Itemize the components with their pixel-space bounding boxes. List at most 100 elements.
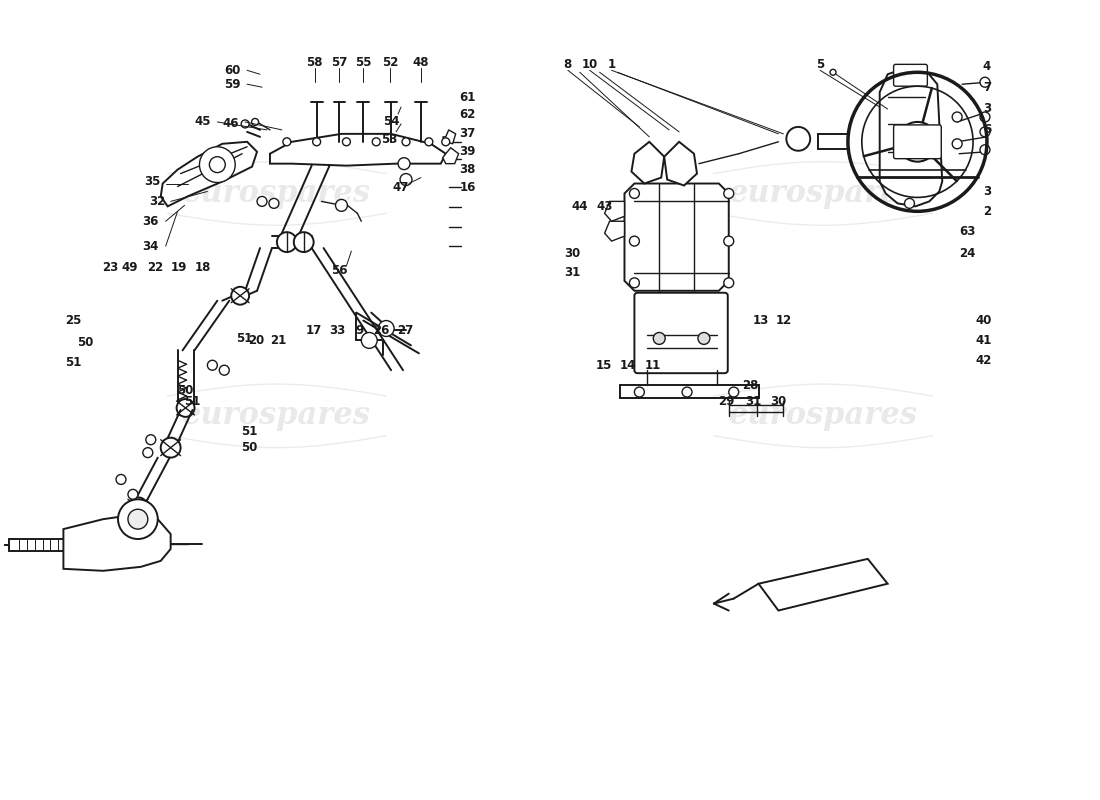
Circle shape [241,120,249,128]
Text: 34: 34 [143,239,160,253]
Circle shape [312,138,320,146]
Circle shape [199,146,235,182]
Circle shape [635,387,645,397]
Circle shape [629,236,639,246]
Polygon shape [442,148,459,164]
Text: eurospares: eurospares [183,400,372,431]
Text: 43: 43 [596,200,613,213]
Text: 50: 50 [177,383,194,397]
Circle shape [728,387,739,397]
Text: 51: 51 [185,395,200,409]
Text: 4: 4 [982,60,991,73]
Circle shape [398,158,410,170]
Circle shape [336,199,348,211]
Circle shape [161,438,180,458]
Polygon shape [605,202,625,222]
Text: 29: 29 [718,395,735,409]
Text: 28: 28 [742,378,759,392]
Circle shape [118,499,157,539]
Text: 2: 2 [983,205,991,218]
Circle shape [252,118,258,126]
Circle shape [980,127,990,137]
Circle shape [128,490,138,499]
Polygon shape [625,183,728,290]
Text: 20: 20 [248,334,264,347]
Text: 63: 63 [959,225,976,238]
Circle shape [898,122,937,162]
Text: 48: 48 [412,56,429,69]
Circle shape [953,139,962,149]
Text: 58: 58 [307,56,323,69]
Text: 15: 15 [595,358,612,372]
Text: 25: 25 [65,314,81,327]
Text: 53: 53 [381,134,397,146]
Circle shape [294,232,313,252]
Text: 38: 38 [460,163,476,176]
Text: 19: 19 [170,262,187,274]
Text: 56: 56 [331,265,348,278]
Circle shape [128,510,147,529]
Text: eurospares: eurospares [183,178,372,209]
Text: 33: 33 [329,324,345,337]
Text: 14: 14 [619,358,636,372]
Text: 44: 44 [572,200,588,213]
Circle shape [361,333,377,348]
Text: 45: 45 [195,115,211,129]
Circle shape [209,157,226,173]
Text: 60: 60 [224,64,241,77]
Text: 12: 12 [776,314,792,327]
Text: 47: 47 [393,181,409,194]
FancyBboxPatch shape [635,293,728,373]
Text: 27: 27 [397,324,414,337]
Circle shape [372,138,381,146]
Text: 31: 31 [563,266,580,279]
Circle shape [402,138,410,146]
Circle shape [116,474,127,485]
Circle shape [177,399,195,417]
Polygon shape [664,142,697,186]
Circle shape [400,174,412,186]
Text: 51: 51 [236,332,252,345]
Text: 57: 57 [331,56,348,69]
Text: eurospares: eurospares [728,178,917,209]
Circle shape [128,504,138,514]
Circle shape [442,138,450,146]
Circle shape [629,278,639,288]
Text: 18: 18 [195,262,210,274]
Text: 7: 7 [983,81,991,94]
Polygon shape [270,134,446,166]
Text: 49: 49 [122,262,139,274]
Text: 3: 3 [983,185,991,198]
Text: 13: 13 [752,314,769,327]
Circle shape [980,145,990,154]
Text: 26: 26 [373,324,389,337]
Circle shape [904,198,914,208]
Circle shape [143,448,153,458]
Text: 35: 35 [144,175,161,188]
Text: 50: 50 [77,336,94,349]
Circle shape [219,366,229,375]
Text: 54: 54 [383,115,399,129]
Circle shape [724,278,734,288]
Text: 52: 52 [382,56,398,69]
Circle shape [378,321,394,337]
Polygon shape [605,222,625,241]
Circle shape [283,138,290,146]
Polygon shape [161,142,257,206]
Text: 11: 11 [646,358,661,372]
Text: 21: 21 [270,334,286,347]
Text: 50: 50 [241,441,257,454]
Text: 32: 32 [150,195,166,208]
Polygon shape [631,142,664,183]
Text: 42: 42 [976,354,992,366]
Circle shape [208,360,218,370]
Circle shape [270,198,279,208]
Circle shape [980,78,990,87]
Text: 37: 37 [460,127,475,140]
Text: 51: 51 [241,426,257,438]
Circle shape [425,138,432,146]
Text: 41: 41 [976,334,992,347]
Circle shape [724,236,734,246]
Text: 39: 39 [460,146,476,158]
Text: 61: 61 [460,90,476,104]
